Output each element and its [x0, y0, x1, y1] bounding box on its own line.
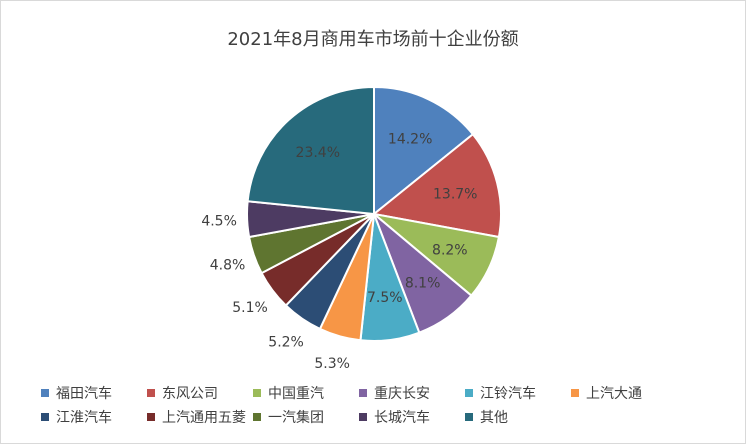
legend-item: 东风公司: [147, 384, 253, 402]
pie-slice: [373, 85, 475, 217]
legend-item: 江淮汽车: [41, 408, 147, 426]
data-label: 5.2%: [268, 335, 304, 351]
legend-swatch: [465, 413, 473, 421]
legend-item: 中国重汽: [253, 384, 359, 402]
legend-label: 上汽大通: [586, 386, 642, 402]
legend-swatch: [253, 413, 261, 421]
legend-item: 重庆长安: [359, 384, 465, 402]
legend-item: 上汽大通: [571, 384, 677, 402]
data-label: 5.1%: [232, 300, 268, 316]
legend-label: 一汽集团: [268, 410, 324, 426]
legend-item: 福田汽车: [41, 384, 147, 402]
legend-item: 上汽通用五菱: [147, 408, 253, 426]
legend-label: 其他: [480, 410, 508, 426]
legend-swatch: [465, 389, 473, 397]
data-label: 7.5%: [367, 290, 403, 306]
legend-label: 中国重汽: [268, 386, 324, 402]
legend-swatch: [359, 413, 367, 421]
legend-label: 江铃汽车: [480, 386, 536, 402]
legend-swatch: [147, 413, 155, 421]
legend-item: 江铃汽车: [465, 384, 571, 402]
pie-slice: [371, 132, 502, 239]
legend-label: 上汽通用五菱: [162, 410, 246, 426]
data-label: 14.2%: [388, 131, 432, 147]
legend-swatch: [253, 389, 261, 397]
legend-label: 江淮汽车: [56, 410, 112, 426]
legend-swatch: [147, 389, 155, 397]
legend-swatch: [359, 389, 367, 397]
legend-label: 福田汽车: [56, 386, 112, 402]
legend: 福田汽车 东风公司 中国重汽 重庆长安 江铃汽车 上汽大通江淮汽车 上汽通用五菱 一汽集团 长城…: [41, 384, 731, 426]
chart-title: 2021年8月商用车市场前十企业份额: [227, 29, 519, 50]
legend-swatch: [571, 389, 579, 397]
legend-label: 东风公司: [162, 386, 218, 402]
legend-item: 一汽集团: [253, 408, 359, 426]
data-label: 23.4%: [296, 145, 340, 161]
data-label: 4.8%: [210, 258, 246, 274]
legend-swatch: [41, 389, 49, 397]
legend-item: 其他: [465, 408, 571, 426]
legend-label: 重庆长安: [374, 386, 430, 402]
data-label: 5.3%: [314, 356, 350, 372]
legend-swatch: [41, 413, 49, 421]
data-label: 8.1%: [405, 275, 441, 291]
legend-label: 长城汽车: [374, 410, 430, 426]
pie-slice: [246, 85, 375, 216]
data-label: 4.5%: [201, 213, 237, 229]
data-label: 13.7%: [433, 186, 477, 202]
legend-item: 长城汽车: [359, 408, 465, 426]
pie-plot: 14.2% 13.7% 8.2% 8.1%7.5% 5.3% 5.2% 5.1% 4.8% 4.…: [201, 85, 502, 372]
data-label: 8.2%: [432, 243, 468, 259]
